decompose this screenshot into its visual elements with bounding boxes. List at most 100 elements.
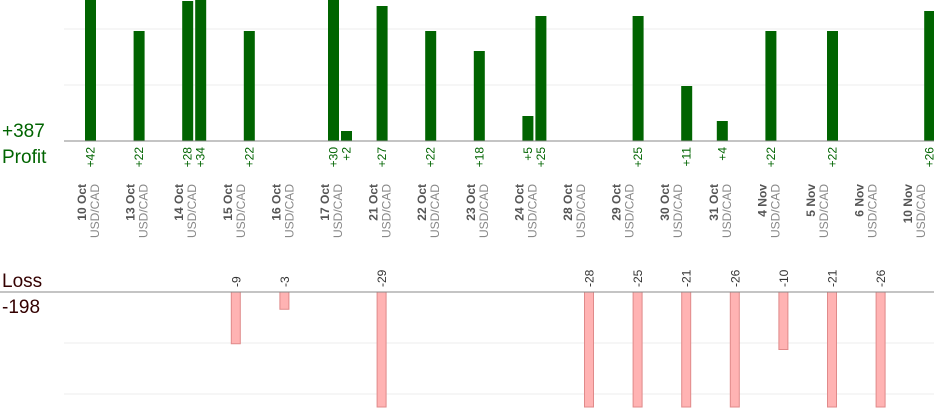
date-label: 29 Oct — [610, 184, 624, 221]
pair-label: USD/CAD — [234, 184, 248, 238]
profit-value-label: +11 — [680, 147, 694, 167]
profit-value-label: +28 — [181, 147, 195, 168]
profit-value-label: +5 — [521, 147, 535, 161]
profit-value-label: +22 — [424, 147, 438, 168]
pair-label: USD/CAD — [88, 184, 102, 238]
pair-label: USD/CAD — [671, 184, 685, 238]
loss-bar — [632, 291, 643, 408]
date-label: 21 Oct — [367, 184, 381, 221]
profit-bar — [535, 16, 547, 141]
profit-value-label: +34 — [194, 147, 208, 168]
loss-bar — [875, 291, 886, 408]
profit-bar — [341, 131, 352, 141]
profit-value-label: +27 — [375, 147, 389, 168]
pair-label: USD/CAD — [428, 184, 442, 238]
loss-value-label: -28 — [583, 269, 597, 287]
profit-bar — [328, 0, 339, 141]
profit-value-label: +26 — [923, 147, 934, 168]
pair-label: USD/CAD — [282, 184, 296, 238]
pair-label: USD/CAD — [720, 184, 734, 238]
loss-bar — [827, 291, 837, 408]
date-label: 10 Nov — [901, 184, 915, 224]
loss-bars — [230, 291, 886, 408]
date-label: 30 Oct — [658, 184, 672, 221]
profit-bar — [133, 31, 145, 141]
profit-value-labels: +42 +22 +28 +34 +22 +30 +2 +27 +22 +18 +5 +25 +25 +11… — [84, 147, 934, 168]
loss-bar — [230, 291, 241, 345]
profit-bar — [473, 51, 485, 141]
loss-value-label: -29 — [375, 269, 389, 287]
pair-label: USD/CAD — [574, 184, 588, 238]
loss-total: -198 — [2, 297, 40, 318]
profit-value-label: +22 — [132, 147, 146, 168]
profit-value-label: +42 — [84, 147, 98, 168]
profit-bar — [765, 31, 777, 141]
profit-value-label: +4 — [715, 147, 729, 161]
loss-value-label: -10 — [777, 269, 791, 287]
loss-value-label: -26 — [728, 269, 742, 287]
loss-bar — [778, 291, 789, 350]
profit-label: Profit — [2, 147, 47, 168]
profit-bar — [243, 31, 255, 141]
date-label: 24 Oct — [512, 184, 526, 221]
profit-total: +387 — [2, 121, 45, 142]
profit-bar — [522, 116, 534, 141]
profit-bars — [85, 0, 934, 141]
pair-label: USD/CAD — [137, 184, 151, 238]
gridlines — [64, 28, 934, 395]
loss-value-label: -3 — [278, 276, 292, 287]
profit-value-label: +18 — [472, 147, 486, 168]
loss-value-label: -25 — [631, 269, 645, 287]
date-label: 13 Oct — [124, 184, 138, 221]
profit-bar — [425, 31, 437, 141]
date-label: 17 Oct — [318, 184, 332, 221]
date-label: 31 Oct — [707, 184, 721, 221]
date-label: 23 Oct — [464, 184, 478, 221]
profit-value-label: +22 — [764, 147, 778, 168]
loss-bar — [584, 291, 594, 408]
profit-bar — [924, 11, 934, 141]
loss-value-label: -21 — [826, 269, 840, 287]
profit-bar — [376, 6, 388, 141]
loss-bar — [376, 291, 387, 408]
profit-value-label: +30 — [327, 147, 341, 168]
date-label: 28 Oct — [561, 184, 575, 221]
date-label: 6 Nov — [853, 184, 867, 217]
profit-value-label: +25 — [631, 147, 645, 168]
profit-bar — [182, 1, 194, 141]
profit-bar — [681, 86, 693, 141]
pair-label: USD/CAD — [525, 184, 539, 238]
pair-label: USD/CAD — [185, 184, 199, 238]
pair-label: USD/CAD — [817, 184, 831, 238]
loss-bar — [681, 291, 692, 408]
date-label: 15 Oct — [221, 184, 235, 221]
loss-value-label: -26 — [874, 269, 888, 287]
profit-bar — [195, 0, 207, 141]
date-label: 22 Oct — [415, 184, 429, 221]
date-label: 14 Oct — [172, 184, 186, 221]
pair-label: USD/CAD — [866, 184, 880, 238]
loss-value-labels: -9 -3 -29 -28 -25 -21 -26 -10 -21 -26 — [229, 269, 888, 287]
pair-label: USD/CAD — [914, 184, 928, 238]
profit-bar — [632, 16, 644, 141]
loss-label: Loss — [2, 271, 42, 292]
pair-label: USD/CAD — [380, 184, 394, 238]
date-label: 16 Oct — [269, 184, 283, 221]
profit-bar — [85, 0, 96, 141]
date-label: 5 Nov — [804, 184, 818, 217]
pair-label: USD/CAD — [477, 184, 491, 238]
pair-label: USD/CAD — [331, 184, 345, 238]
loss-value-label: -21 — [680, 269, 694, 287]
profit-value-label: +25 — [534, 147, 548, 168]
loss-bar — [729, 291, 740, 408]
profit-value-label: +22 — [242, 147, 256, 168]
profit-bar — [716, 121, 728, 141]
date-label: 10 Oct — [75, 184, 89, 221]
date-label: 4 Nov — [755, 184, 769, 217]
date-labels: 10 Oct USD/CAD 13 Oct USD/CAD 14 Oct USD/CAD 1… — [75, 184, 928, 238]
profit-value-label: +22 — [826, 147, 840, 168]
profit-value-label: +2 — [340, 147, 354, 161]
pair-label: USD/CAD — [768, 184, 782, 238]
profit-bar — [827, 31, 838, 141]
